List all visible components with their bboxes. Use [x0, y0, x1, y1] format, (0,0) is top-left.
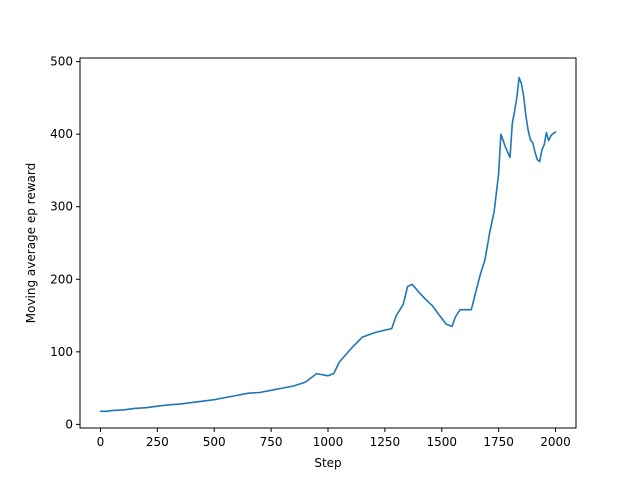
y-tick-label: 200 — [50, 272, 73, 286]
x-tick-label: 2000 — [540, 435, 571, 449]
y-tick-label: 0 — [65, 417, 73, 431]
axis-ticks: 0 250 500 750 1000 1250 1500 1750 2000 0 100 200 300… — [50, 55, 571, 449]
x-tick-label: 1500 — [426, 435, 457, 449]
y-axis-label: Moving average ep reward — [24, 163, 38, 323]
y-tick-label: 400 — [50, 127, 73, 141]
axes-frame — [79, 57, 577, 429]
y-tick-label: 100 — [50, 345, 73, 359]
y-tick-label: 300 — [50, 200, 73, 214]
x-tick-label: 1250 — [370, 435, 401, 449]
x-tick-label: 750 — [260, 435, 283, 449]
x-tick-label: 500 — [203, 435, 226, 449]
x-axis-label: Step — [314, 456, 341, 470]
plot-area — [99, 76, 557, 413]
y-tick-label: 500 — [50, 55, 73, 69]
x-tick-label: 0 — [97, 435, 105, 449]
x-tick-label: 1000 — [313, 435, 344, 449]
x-tick-label: 250 — [146, 435, 169, 449]
series-line-0 — [99, 76, 557, 413]
x-tick-label: 1750 — [483, 435, 514, 449]
